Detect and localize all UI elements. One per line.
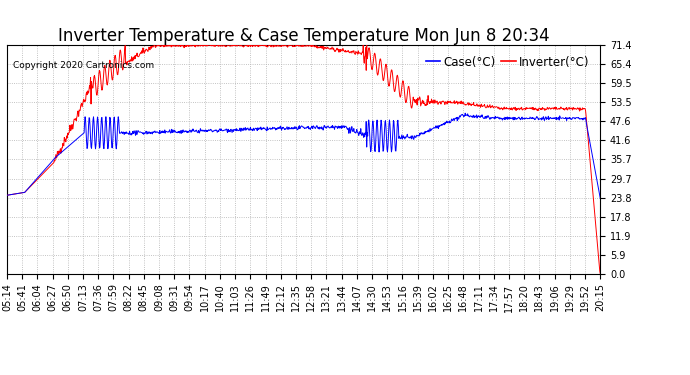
Title: Inverter Temperature & Case Temperature Mon Jun 8 20:34: Inverter Temperature & Case Temperature … (58, 27, 549, 45)
Legend: Case(°C), Inverter(°C): Case(°C), Inverter(°C) (421, 51, 594, 74)
Text: Copyright 2020 Cartronics.com: Copyright 2020 Cartronics.com (13, 61, 154, 70)
